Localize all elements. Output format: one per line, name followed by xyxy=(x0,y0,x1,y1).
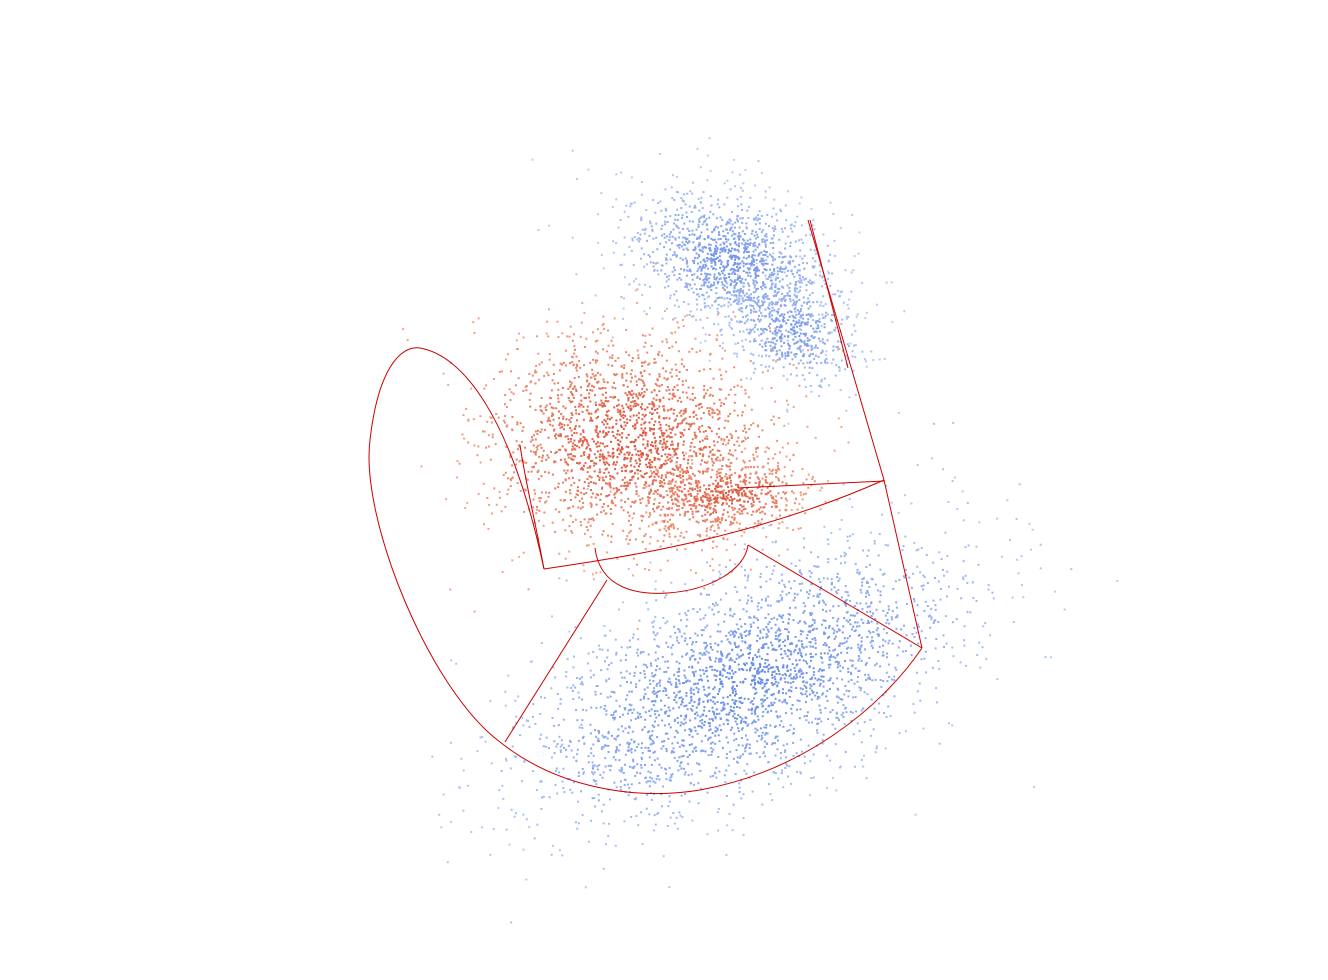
upper-blue-cloud xyxy=(531,137,906,425)
wedge-outline xyxy=(368,219,923,794)
wedge-edge-left xyxy=(504,579,608,743)
wedge-end-cap xyxy=(368,347,545,743)
wedge-back-line xyxy=(519,444,545,570)
wedge-edge-bottom xyxy=(747,544,923,649)
wedge-inner-arc xyxy=(594,544,749,594)
scatter-points-layer xyxy=(402,137,1119,924)
wedge-edge-right xyxy=(883,479,923,649)
wedge-edge-top-right-b xyxy=(809,219,849,369)
wedge-edge-top-right xyxy=(807,219,885,481)
wedge-outer-arc xyxy=(499,647,923,794)
wedge-top-curve xyxy=(543,479,885,570)
wedge-mid-edge xyxy=(737,480,885,489)
lower-blue-cloud xyxy=(431,421,1119,924)
center-red-cloud xyxy=(402,265,936,630)
